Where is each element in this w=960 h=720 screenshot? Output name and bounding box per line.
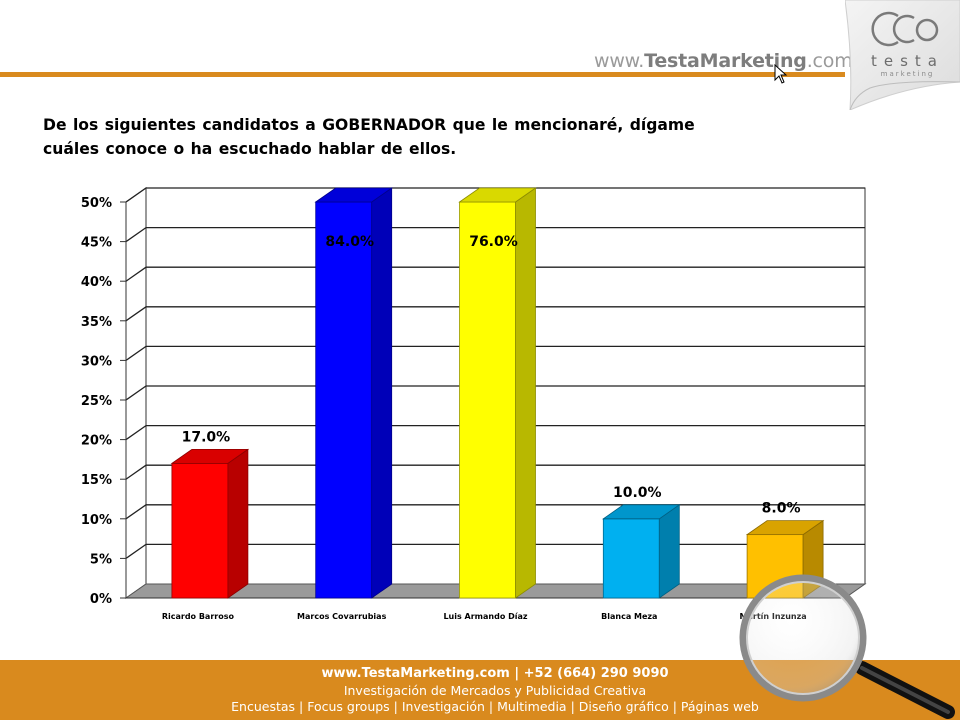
- bar: [315, 201, 373, 599]
- bar-top: [170, 448, 250, 464]
- x-tick-label: Marcos Covarrubias: [297, 612, 387, 621]
- x-tick-label: Martín Inzunza: [740, 612, 807, 621]
- bar: [459, 201, 516, 599]
- testa-logo-icon: [871, 11, 939, 47]
- header-divider: [0, 72, 845, 77]
- bar-top: [745, 520, 825, 536]
- bar-top: [602, 504, 681, 520]
- y-tick-label: 25%: [81, 394, 112, 409]
- y-tick-label: 35%: [81, 315, 112, 330]
- bar: [171, 462, 229, 599]
- y-tick-label: 0%: [90, 592, 112, 607]
- y-tick-label: 40%: [81, 275, 112, 290]
- bar-top: [458, 187, 537, 203]
- data-label: 76.0%: [469, 234, 518, 250]
- gridline: [125, 226, 865, 243]
- gridline: [125, 345, 865, 361]
- y-tick-label: 10%: [81, 513, 112, 528]
- x-tick-label: Ricardo Barroso: [162, 612, 235, 621]
- bar-top: [314, 187, 393, 203]
- y-tick-label: 30%: [81, 354, 112, 369]
- bar-side: [658, 504, 680, 599]
- y-tick-label: 45%: [81, 236, 112, 251]
- y-tick-label: 50%: [81, 196, 112, 211]
- y-tick-label: 20%: [81, 434, 112, 449]
- header-website[interactable]: www.TestaMarketing.com: [594, 50, 853, 72]
- y-tick-label: 15%: [81, 473, 112, 488]
- gridline: [125, 424, 865, 441]
- bar: [746, 534, 804, 599]
- bar-side: [227, 448, 249, 599]
- data-label: 10.0%: [613, 485, 662, 501]
- survey-question: De los siguientes candidatos a GOBERNADO…: [43, 116, 695, 158]
- footer-tagline: Investigación de Mercados y Publicidad C…: [343, 683, 647, 698]
- gridline: [125, 306, 865, 322]
- y-tick-label: 5%: [90, 552, 112, 567]
- data-label: 84.0%: [325, 234, 374, 250]
- x-tick-label: Luis Armando Díaz: [443, 612, 527, 621]
- bar: [602, 518, 660, 599]
- gridline: [125, 187, 865, 203]
- footer-contact[interactable]: www.TestaMarketing.com | +52 (664) 290 9…: [321, 666, 669, 681]
- logo-wordmark: testa: [871, 52, 944, 70]
- data-label: 8.0%: [762, 501, 801, 517]
- data-label: 17.0%: [182, 429, 231, 445]
- logo-subtitle: marketing: [880, 70, 935, 78]
- gridline: [125, 266, 865, 282]
- bar-side: [371, 187, 393, 599]
- gridline: [125, 385, 865, 401]
- gridline: [125, 464, 865, 480]
- bar-side: [515, 187, 536, 599]
- footer-services: Encuestas | Focus groups | Investigación…: [231, 699, 759, 714]
- x-tick-label: Blanca Meza: [601, 612, 657, 621]
- mouse-cursor-icon: [774, 64, 788, 84]
